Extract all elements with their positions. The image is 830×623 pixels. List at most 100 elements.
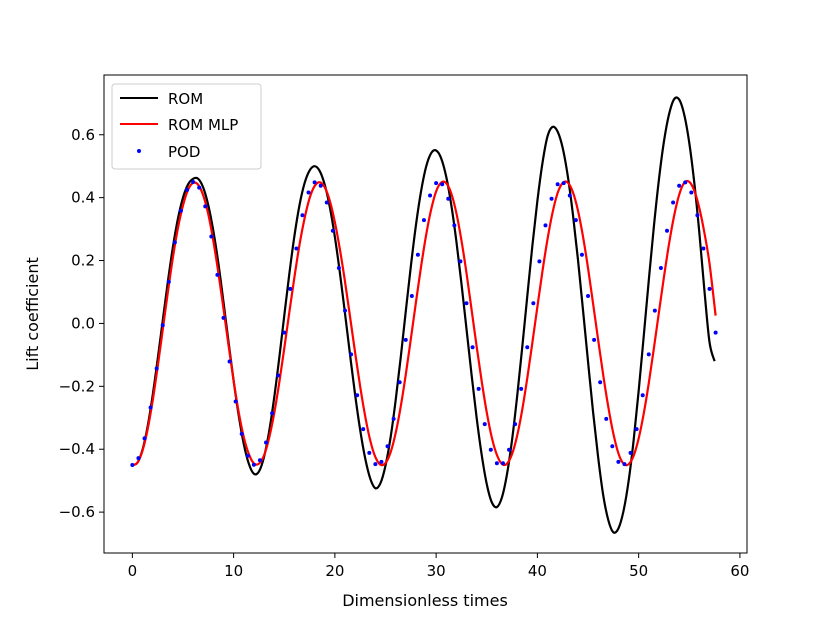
series-pod-point [519,386,524,391]
x-axis-label: Dimensionless times [342,591,508,610]
series-pod-point [130,462,135,467]
y-tick-label: −0.2 [59,377,95,395]
series-pod-point [646,352,651,357]
legend-rom-mlp-label: ROM MLP [168,116,238,134]
series-pod-point [537,259,542,264]
series-pod-point [373,462,378,467]
series-pod-point [197,185,202,190]
series-pod-point [525,345,530,350]
series-pod-point [361,427,366,432]
legend-pod-label: POD [168,143,200,161]
series-pod-point [209,234,214,239]
series-pod-point [555,182,560,187]
series-pod-point [507,447,512,452]
series-pod-point [300,213,305,218]
series-pod-point [178,208,183,213]
series-pod-point [306,190,311,195]
legend-box [111,83,262,170]
series-pod-point [434,181,439,186]
series-pod-point [470,345,475,350]
series-pod-point [282,330,287,335]
series-pod-point [391,416,396,421]
series-pod-point [172,240,177,245]
series-pod-point [330,228,335,233]
series-pod-point [665,228,670,233]
series-pod-point [689,190,694,195]
series-pod-point [531,301,536,306]
series-pod-point [245,453,250,458]
series-pod-point [385,444,390,449]
series-pod-point [488,447,493,452]
series-pod-point [415,252,420,257]
series-pod-markers [130,179,718,467]
series-pod-point [494,461,499,466]
series-pod-point [482,422,487,427]
series-pod-point [227,359,232,364]
series-pod-point [264,440,269,445]
series-pod-point [324,200,329,205]
series-pod-point [154,366,159,371]
series-pod-point [251,462,256,467]
legend-rom-label: ROM [168,90,203,108]
series-pod-point [428,193,433,198]
series-pod-point [294,246,299,251]
series-pod-point [166,279,171,284]
series-pod-point [713,330,718,335]
series-pod-point [336,266,341,271]
series-pod-point [355,393,360,398]
series-pod-point [701,246,706,251]
series-pod-point [270,411,275,416]
series-pod-point [349,352,354,357]
series-pod-point [446,196,451,201]
legend-pod-marker [137,149,141,153]
series-rom-mlp-line [131,179,717,467]
legend: ROM ROM MLP POD [111,83,262,170]
x-tick-label: 30 [427,562,446,580]
series-pod-point [513,422,518,427]
series-pod-point [549,196,554,201]
y-tick-label: −0.4 [59,440,95,458]
series-pod-point [658,266,663,271]
series-pod-point [191,179,196,184]
series-pod-point [592,337,597,342]
y-tick-label: 0.0 [71,314,95,332]
series-pod-point [579,252,584,257]
series-pod-point [403,337,408,342]
x-tick-label: 60 [730,562,749,580]
x-tick-label: 20 [325,562,344,580]
series-pod-point [598,380,603,385]
y-axis-ticks: −0.6 −0.4 −0.2 0.0 0.2 0.4 0.6 [59,126,104,521]
y-tick-label: 0.2 [71,252,95,270]
series-pod-point [628,450,633,455]
x-tick-label: 40 [528,562,547,580]
y-tick-label: 0.4 [71,189,95,207]
series-pod-point [707,286,712,291]
x-tick-label: 0 [128,562,138,580]
series-pod-point [379,459,384,464]
series-pod-point [233,399,238,404]
series-pod-point [421,218,426,223]
y-tick-label: 0.6 [71,126,95,144]
series-pod-point [221,315,226,320]
series-pod-point [543,223,548,228]
series-pod-point [160,323,165,328]
series-pod-point [440,182,445,187]
series-pod-point [500,461,505,466]
series-pod-point [464,301,469,306]
series-pod-point [573,218,578,223]
series-pod-point [622,462,627,467]
series-pod-point [683,180,688,185]
axes-frame [103,74,748,554]
series-pod-point [342,308,347,313]
series-pod-point [671,200,676,205]
series-pod-point [458,259,463,264]
series-pod-point [476,386,481,391]
series-pod-point [616,459,621,464]
series-pod-point [367,450,372,455]
series-pod-point [276,373,281,378]
y-axis-label: Lift coefficient [23,257,42,370]
series-pod-point [695,213,700,218]
series-pod-point [567,193,572,198]
x-tick-label: 50 [629,562,648,580]
